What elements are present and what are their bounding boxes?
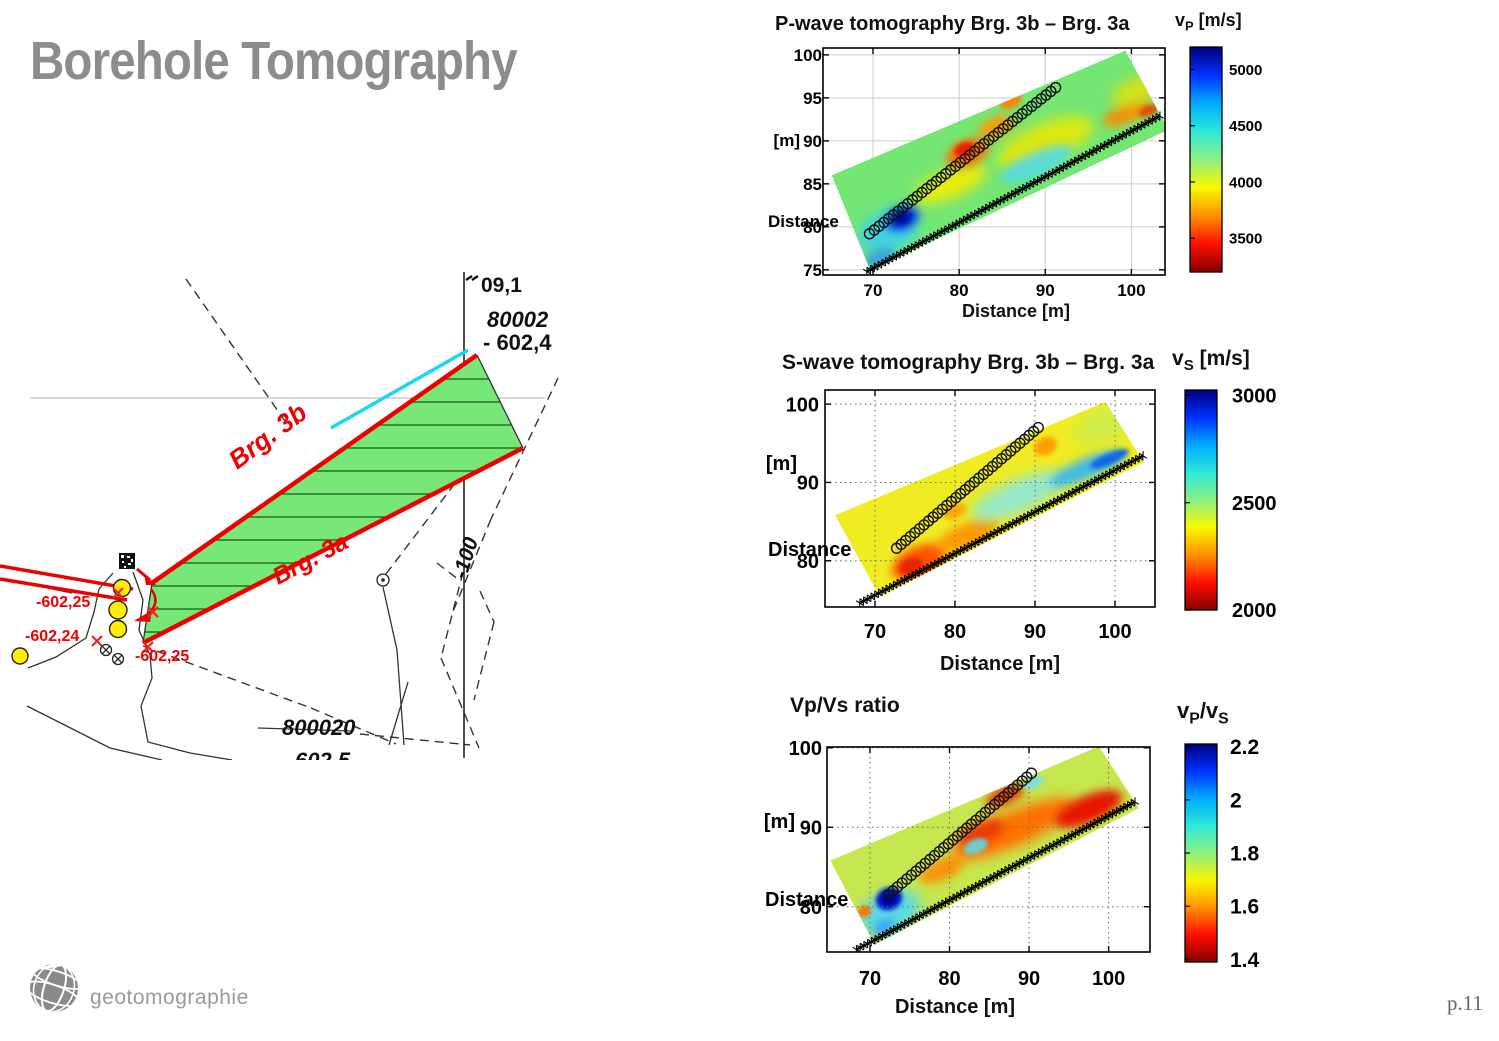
map-dashed-lines — [142, 278, 559, 749]
svg-text:1.8: 1.8 — [1230, 843, 1260, 866]
page-number: p.11 — [1447, 991, 1483, 1015]
page-title: Borehole Tomography — [30, 31, 518, 91]
svg-text:1.6: 1.6 — [1230, 896, 1259, 919]
cbar-label-mid: /v — [1199, 698, 1219, 723]
svg-text:4500: 4500 — [1229, 118, 1262, 135]
cbar-label-base: v — [1177, 698, 1190, 723]
svg-text:80: 80 — [803, 218, 822, 237]
svg-text:90: 90 — [803, 132, 822, 151]
red-x-marks — [91, 587, 159, 653]
svg-text:95: 95 — [803, 89, 822, 108]
map-stamp-icon — [119, 553, 135, 569]
svg-text:[m]: [m] — [774, 131, 800, 150]
svg-text:5000: 5000 — [1229, 62, 1262, 79]
vpvs-title: Vp/Vs ratio — [790, 694, 900, 717]
svg-text:4000: 4000 — [1229, 174, 1262, 191]
red-arrow — [136, 567, 156, 585]
map-label-elev-top: 09,1 — [481, 274, 522, 297]
svg-text:85: 85 — [803, 175, 822, 194]
map-label-pt-left-lower: -602,24 — [25, 628, 79, 645]
svg-text:2000: 2000 — [1232, 600, 1277, 622]
circle-dot-symbol — [376, 573, 390, 587]
logo-text: geotomographie — [90, 986, 249, 1009]
red-curved-arrow — [134, 588, 157, 622]
svg-text:70: 70 — [864, 281, 883, 300]
svg-text:2.2: 2.2 — [1230, 736, 1259, 759]
map-label-brg3b: Brg. 3b — [223, 397, 313, 475]
cbar-label-sub: P — [1189, 710, 1200, 728]
pwave-title: P-wave tomography Brg. 3b – Brg. 3a — [775, 13, 1130, 35]
pwave-colorbar-title: vP [m/s] — [1175, 10, 1242, 34]
map-label-depth: -100 — [449, 534, 483, 581]
cyan-survey-line — [330, 348, 469, 430]
site-map: 09,1 80002 - 602,4 -100 800020 602,5 -60… — [0, 272, 559, 760]
pwave-tomogram: 70 80 90 100 75 80 85 90 95 100 [m] Distance 3500 400… — [768, 46, 1262, 300]
svg-text:90: 90 — [1018, 968, 1040, 990]
tomography-plane — [142, 354, 524, 644]
cbar-label-rest: [m/s] — [1193, 347, 1250, 370]
swave-xlabel: Distance [m] — [939, 653, 1061, 675]
cbar-label-rest: [m/s] — [1193, 10, 1242, 30]
crossed-circle-symbols — [99, 643, 125, 666]
globe-icon — [30, 964, 78, 1012]
vpvs-colorbar-title: vP/vS — [1177, 698, 1229, 728]
svg-text:100: 100 — [794, 46, 822, 65]
map-label-elev-top2: - 602,4 — [483, 330, 552, 355]
svg-text:Distance: Distance — [765, 889, 848, 911]
svg-text:75: 75 — [803, 261, 822, 280]
svg-text:Distance: Distance — [768, 539, 851, 561]
svg-text:[m]: [m] — [764, 811, 795, 833]
vpvs-tomogram: 70 80 90 100 80 90 100 [m] Distance 1.4 1.6 1.8 2 2.2 — [764, 736, 1260, 990]
pwave-xlabel: Distance [m] — [961, 301, 1071, 321]
cbar-label-sub: P — [1185, 18, 1194, 34]
map-label-pt-right: -602,25 — [135, 648, 189, 665]
map-red-access-lines — [0, 564, 134, 602]
vpvs-xlabel: Distance [m] — [894, 996, 1016, 1018]
cbar-label-base: v — [1175, 10, 1186, 30]
svg-text:80: 80 — [800, 897, 822, 919]
svg-text:90: 90 — [800, 817, 822, 839]
svg-text:70: 70 — [859, 968, 881, 990]
svg-text:100: 100 — [789, 738, 822, 760]
svg-text:90: 90 — [1024, 621, 1046, 643]
svg-text:80: 80 — [938, 968, 960, 990]
swave-tomogram: 70 80 90 100 80 90 100 [m] Distance 2000 2500 3000 — [766, 386, 1277, 643]
swave-colorbar-title: vS [m/s] — [1172, 347, 1250, 374]
cut-marks — [465, 274, 479, 282]
svg-text:2500: 2500 — [1232, 493, 1277, 515]
borehole-3a-line — [141, 445, 525, 646]
svg-text:100: 100 — [1117, 281, 1145, 300]
cbar-label-sub2: S — [1218, 710, 1229, 728]
svg-text:3000: 3000 — [1232, 386, 1277, 408]
svg-text:2: 2 — [1230, 789, 1242, 812]
svg-text:90: 90 — [797, 473, 819, 495]
map-label-elev-bottom: 602,5 — [295, 748, 351, 760]
svg-text:100: 100 — [786, 394, 819, 416]
cbar-label-base: v — [1172, 347, 1184, 370]
svg-text:Distance: Distance — [768, 212, 839, 231]
map-label-id-bottom: 800020 — [282, 715, 356, 740]
svg-text:1.4: 1.4 — [1230, 949, 1260, 972]
borehole-3b-line — [150, 353, 479, 585]
map-label-pt-left-upper: -602,25 — [36, 594, 90, 611]
swave-title: S-wave tomography Brg. 3b – Brg. 3a — [782, 351, 1155, 374]
svg-text:3500: 3500 — [1229, 231, 1262, 248]
svg-text:100: 100 — [1092, 968, 1125, 990]
svg-text:[m]: [m] — [766, 453, 797, 475]
svg-text:80: 80 — [950, 281, 969, 300]
svg-text:100: 100 — [1098, 621, 1131, 643]
svg-text:70: 70 — [864, 621, 886, 643]
svg-text:80: 80 — [944, 621, 966, 643]
svg-text:90: 90 — [1036, 281, 1055, 300]
map-label-id-top: 80002 — [487, 307, 549, 332]
cbar-label-sub: S — [1183, 357, 1194, 375]
svg-text:80: 80 — [797, 551, 819, 573]
